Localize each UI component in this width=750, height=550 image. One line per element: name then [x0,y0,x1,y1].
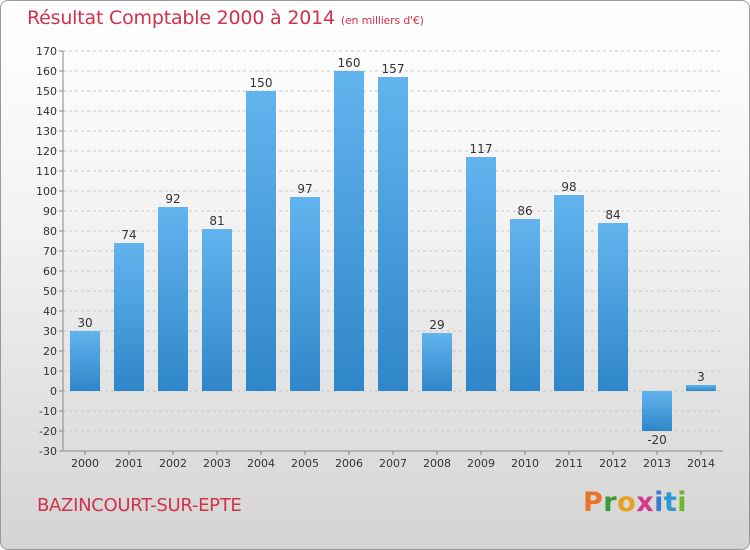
y-tick-label: 140 [36,105,57,118]
data-label: 81 [209,214,224,228]
y-tick-label: 0 [50,385,57,398]
unit-label: (en milliers d'€) [340,14,424,27]
data-label: 86 [517,204,532,218]
bar [158,207,188,391]
x-tick-label: 2001 [115,457,143,470]
data-label: 29 [429,318,444,332]
y-tick-label: 40 [43,305,57,318]
data-label: 92 [165,192,180,206]
logo-letter: r [603,487,618,518]
x-tick-label: 2003 [203,457,231,470]
data-label: 97 [297,182,312,196]
bar [554,195,584,391]
x-tick-label: 2006 [335,457,363,470]
proxiti-logo: Proxiti [583,487,687,518]
y-tick-label: 50 [43,285,57,298]
commune-name: BAZINCOURT-SUR-EPTE [37,495,242,516]
data-label: 160 [338,56,361,70]
x-tick-label: 2013 [643,457,671,470]
data-label: 3 [697,370,705,384]
x-tick-label: 2009 [467,457,495,470]
bar [202,229,232,391]
y-tick-label: 100 [36,185,57,198]
y-tick-label: 70 [43,245,57,258]
y-tick-label: 90 [43,205,57,218]
bar [290,197,320,391]
bar [642,391,672,431]
x-tick-label: 2002 [159,457,187,470]
y-tick-label: -10 [39,405,57,418]
data-label: 30 [77,316,92,330]
data-label: 157 [382,62,405,76]
title-text: Résultat Comptable 2000 à 2014 [27,7,335,29]
x-tick-label: 2007 [379,457,407,470]
y-tick-label: 110 [36,165,57,178]
bar [114,243,144,391]
logo-letter: P [583,487,604,518]
x-tick-label: 2010 [511,457,539,470]
y-tick-label: 20 [43,345,57,358]
y-tick-label: 30 [43,325,57,338]
bar [598,223,628,391]
data-label: -20 [647,433,667,447]
logo-letter: t [663,487,678,518]
data-label: 74 [121,228,136,242]
y-tick-label: 150 [36,85,57,98]
logo-letter: i [677,487,688,518]
bar [378,77,408,391]
bar [466,157,496,391]
y-tick-label: -30 [39,445,57,458]
data-labels-group: 30 74 92 81 150 97 160 157 29 117 86 98 84 -20 3 [77,56,704,447]
chart-title: Résultat Comptable 2000 à 2014 (en millie… [27,7,424,29]
y-tick-label: 170 [36,45,57,58]
data-label: 84 [605,208,620,222]
y-tick-label: -20 [39,425,57,438]
y-tick-label: 120 [36,145,57,158]
y-tick-label: 60 [43,265,57,278]
bar [510,219,540,391]
x-tick-label: 2000 [71,457,99,470]
logo-letter: x [636,487,655,518]
y-tick-label: 80 [43,225,57,238]
bar [422,333,452,391]
x-tick-label: 2005 [291,457,319,470]
y-tick-labels: -30 -20 -10 0 10 20 30 40 50 60 70 80 90 100 110 120 130… [36,45,57,458]
data-label: 117 [470,142,493,156]
x-tick-label: 2011 [555,457,583,470]
bar [70,331,100,391]
y-tick-label: 10 [43,365,57,378]
logo-letter: o [617,487,637,518]
y-tick-label: 160 [36,65,57,78]
bars-group [70,71,716,431]
bar [246,91,276,391]
x-tick-label: 2008 [423,457,451,470]
x-tick-label: 2014 [687,457,715,470]
data-label: 98 [561,180,576,194]
x-tick-labels: 2000 2001 2002 2003 2004 2005 2006 2007 2008 2009… [71,451,715,470]
bar [686,385,716,391]
x-tick-label: 2004 [247,457,275,470]
y-tick-label: 130 [36,125,57,138]
logo-letter: i [654,487,664,518]
x-tick-label: 2012 [599,457,627,470]
data-label: 150 [250,76,273,90]
bar [334,71,364,391]
